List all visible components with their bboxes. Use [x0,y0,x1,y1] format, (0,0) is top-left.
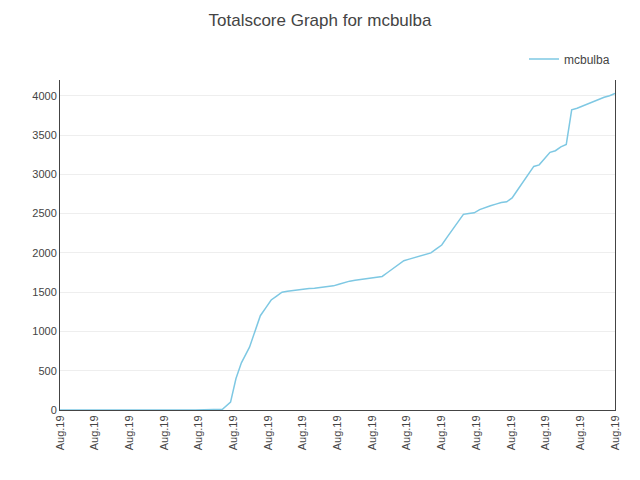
svg-text:2000: 2000 [32,247,56,259]
svg-text:Aug.19: Aug.19 [331,415,343,450]
svg-text:3000: 3000 [32,168,56,180]
svg-text:Aug.19: Aug.19 [296,415,308,450]
svg-text:1500: 1500 [32,286,56,298]
svg-text:Aug.19: Aug.19 [54,415,66,450]
svg-text:4000: 4000 [32,90,56,102]
svg-text:0: 0 [51,404,57,416]
svg-text:Totalscore Graph for mcbulba: Totalscore Graph for mcbulba [209,11,433,30]
svg-text:500: 500 [38,365,56,377]
svg-text:1000: 1000 [32,325,56,337]
svg-text:Aug.19: Aug.19 [88,415,100,450]
svg-text:Aug.19: Aug.19 [227,415,239,450]
svg-text:Aug.19: Aug.19 [123,415,135,450]
svg-text:Aug.19: Aug.19 [366,415,378,450]
svg-text:3500: 3500 [32,129,56,141]
svg-text:mcbulba: mcbulba [564,53,610,67]
svg-text:Aug.19: Aug.19 [192,415,204,450]
svg-text:Aug.19: Aug.19 [262,415,274,450]
svg-text:Aug.19: Aug.19 [574,415,586,450]
svg-text:Aug.19: Aug.19 [609,415,621,450]
svg-text:Aug.19: Aug.19 [435,415,447,450]
svg-text:Aug.19: Aug.19 [400,415,412,450]
svg-text:Aug.19: Aug.19 [470,415,482,450]
svg-text:2500: 2500 [32,207,56,219]
svg-text:Aug.19: Aug.19 [505,415,517,450]
svg-text:Aug.19: Aug.19 [158,415,170,450]
svg-text:Aug.19: Aug.19 [539,415,551,450]
